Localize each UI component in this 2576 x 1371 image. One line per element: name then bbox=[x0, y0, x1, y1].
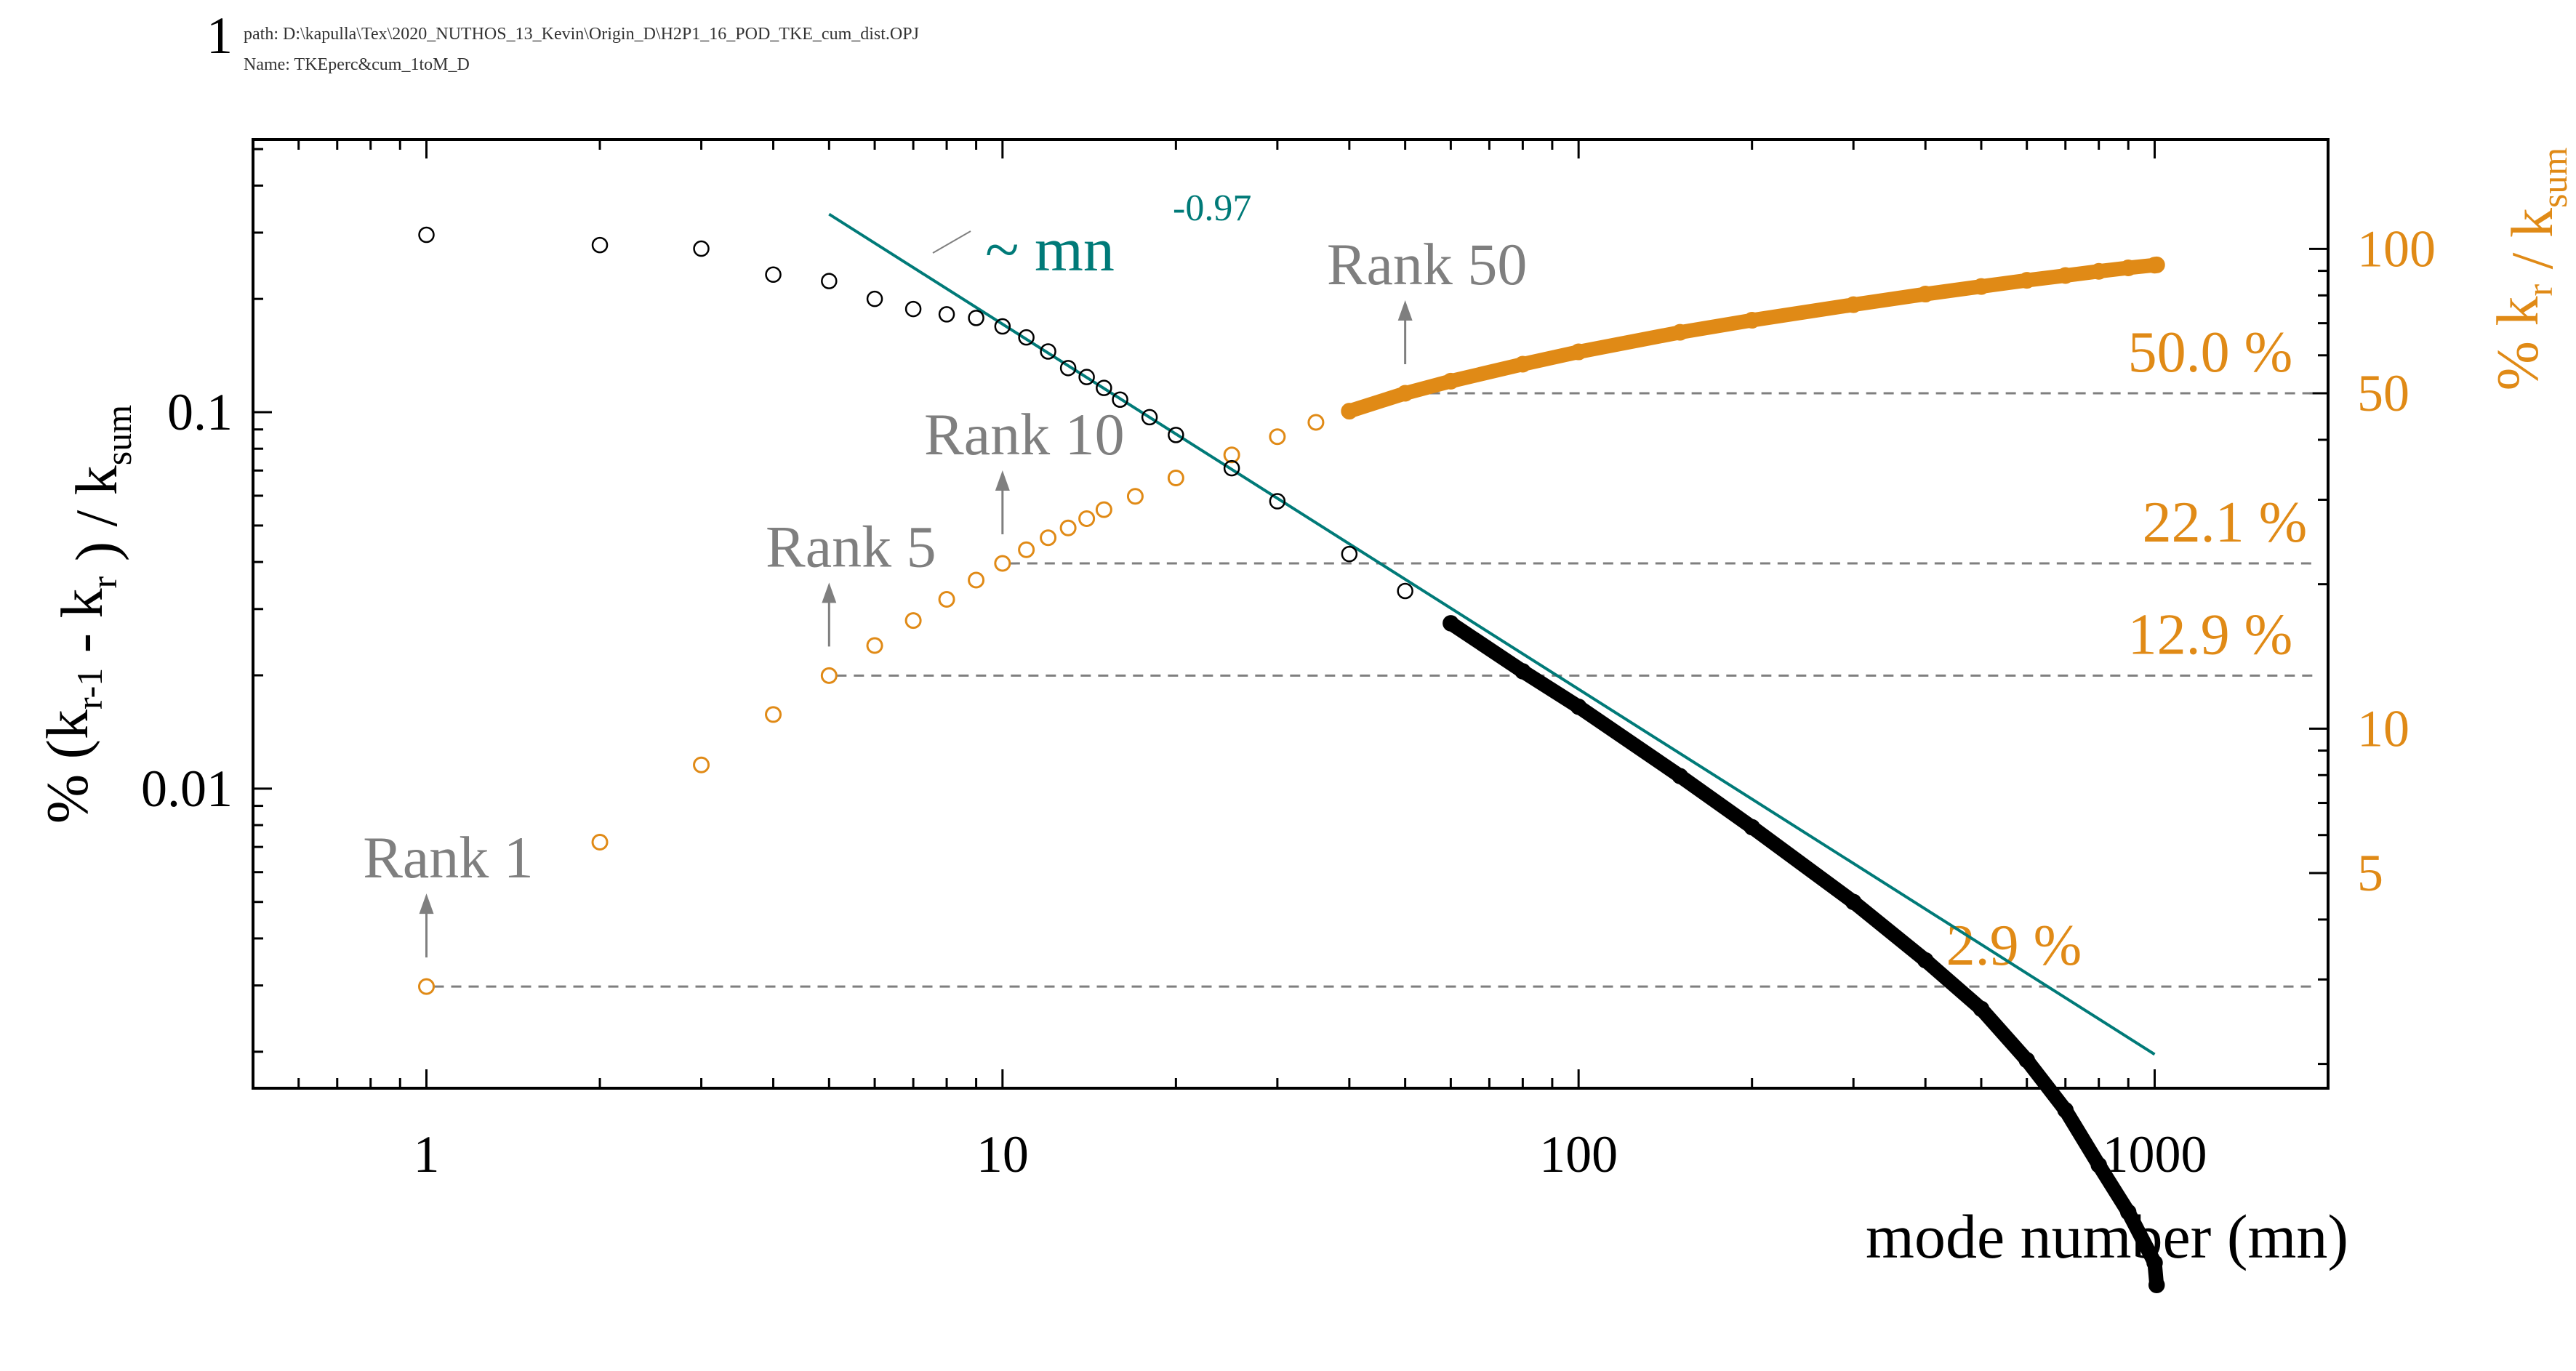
difference-point bbox=[821, 273, 838, 289]
difference-point bbox=[765, 266, 782, 284]
difference-point bbox=[1269, 493, 1286, 510]
rank-label: Rank 1 bbox=[363, 824, 534, 890]
percent-value-label: 12.9 % bbox=[2128, 603, 2293, 667]
difference-point bbox=[591, 236, 609, 254]
difference-point bbox=[1059, 360, 1077, 377]
cumulative-point bbox=[1059, 519, 1077, 536]
difference-point bbox=[1078, 369, 1095, 385]
difference-dense-band bbox=[1443, 616, 2164, 1292]
x-tick-label: 100 bbox=[1539, 1125, 1618, 1183]
rank-label: Rank 5 bbox=[766, 513, 936, 579]
cumulative-point bbox=[591, 833, 609, 851]
cumulative-point bbox=[418, 978, 436, 995]
cumulative-point bbox=[820, 667, 838, 684]
difference-point bbox=[1096, 379, 1112, 396]
x-tick-label: 1 bbox=[414, 1125, 440, 1183]
right-tick-label: 50 bbox=[2357, 364, 2410, 422]
difference-point bbox=[904, 300, 922, 318]
cumulative-point bbox=[1167, 470, 1184, 487]
fit-label-leader bbox=[932, 230, 971, 254]
cumulative-point bbox=[1126, 488, 1144, 505]
cumulative-point bbox=[968, 571, 985, 589]
right-tick-label: 10 bbox=[2357, 699, 2410, 757]
left-tick-label: 0.01 bbox=[141, 760, 233, 818]
right-tick-label: 5 bbox=[2357, 844, 2383, 902]
cumulative-point bbox=[693, 756, 710, 773]
difference-point bbox=[1223, 459, 1240, 477]
difference-point bbox=[693, 240, 710, 257]
cumulative-point bbox=[1078, 510, 1096, 527]
rank-label: Rank 50 bbox=[1327, 231, 1528, 297]
difference-point bbox=[968, 310, 984, 326]
rank-arrow-head bbox=[822, 582, 837, 603]
percent-value-label: 2.9 % bbox=[1946, 914, 2082, 978]
difference-point bbox=[1112, 391, 1128, 408]
left-axis-label: % (kr-1 - kr ) / ksum bbox=[34, 405, 139, 824]
rank-label: Rank 10 bbox=[924, 401, 1125, 467]
percent-value-label: 22.1 % bbox=[2143, 491, 2308, 555]
difference-point bbox=[1040, 343, 1056, 360]
left-tick-label: 1 bbox=[206, 7, 233, 65]
left-tick-label: 0.1 bbox=[167, 383, 233, 441]
difference-point bbox=[1141, 409, 1158, 426]
fit-exponent: -0.97 bbox=[1173, 188, 1251, 229]
difference-point bbox=[938, 306, 955, 323]
percent-value-label: 50.0 % bbox=[2128, 321, 2293, 385]
x-tick-label: 1000 bbox=[2102, 1125, 2207, 1183]
rank-arrow-head bbox=[419, 893, 434, 914]
right-axis-label: % kr / ksum bbox=[2484, 148, 2575, 391]
right-tick-label: 100 bbox=[2357, 220, 2436, 278]
cumulative-point bbox=[1307, 414, 1325, 431]
difference-point bbox=[1341, 545, 1358, 563]
rank-arrow-head bbox=[1397, 300, 1413, 321]
x-axis-label: mode number (mn) bbox=[1866, 1202, 2348, 1271]
file-path-text: path: D:\kapulla\Tex\2020_NUTHOS_13_Kevi… bbox=[244, 25, 919, 44]
plot-frame bbox=[252, 138, 2330, 1090]
cumulative-point bbox=[1269, 428, 1286, 446]
cumulative-point bbox=[994, 555, 1011, 572]
cumulative-point bbox=[765, 706, 782, 723]
difference-point bbox=[1018, 329, 1035, 346]
cumulative-point bbox=[938, 590, 955, 608]
cumulative-point bbox=[1040, 529, 1057, 547]
cumulative-dense-band bbox=[1341, 257, 2164, 419]
difference-point bbox=[1397, 582, 1413, 600]
x-tick-label: 10 bbox=[976, 1125, 1029, 1183]
power-law-fit-line bbox=[828, 212, 2156, 1056]
cumulative-point bbox=[1018, 541, 1035, 558]
difference-point bbox=[866, 290, 883, 307]
cumulative-point bbox=[866, 637, 883, 654]
difference-point bbox=[418, 226, 435, 244]
file-name-text: Name: TKEperc&cum_1toM_D bbox=[244, 55, 470, 74]
difference-point bbox=[994, 318, 1011, 335]
cumulative-point bbox=[904, 612, 922, 630]
rank-arrow-head bbox=[995, 470, 1010, 491]
difference-point bbox=[1168, 427, 1184, 443]
cumulative-point bbox=[1223, 446, 1240, 464]
cumulative-point bbox=[1095, 501, 1112, 518]
fit-label: ~ mn bbox=[985, 214, 1115, 284]
